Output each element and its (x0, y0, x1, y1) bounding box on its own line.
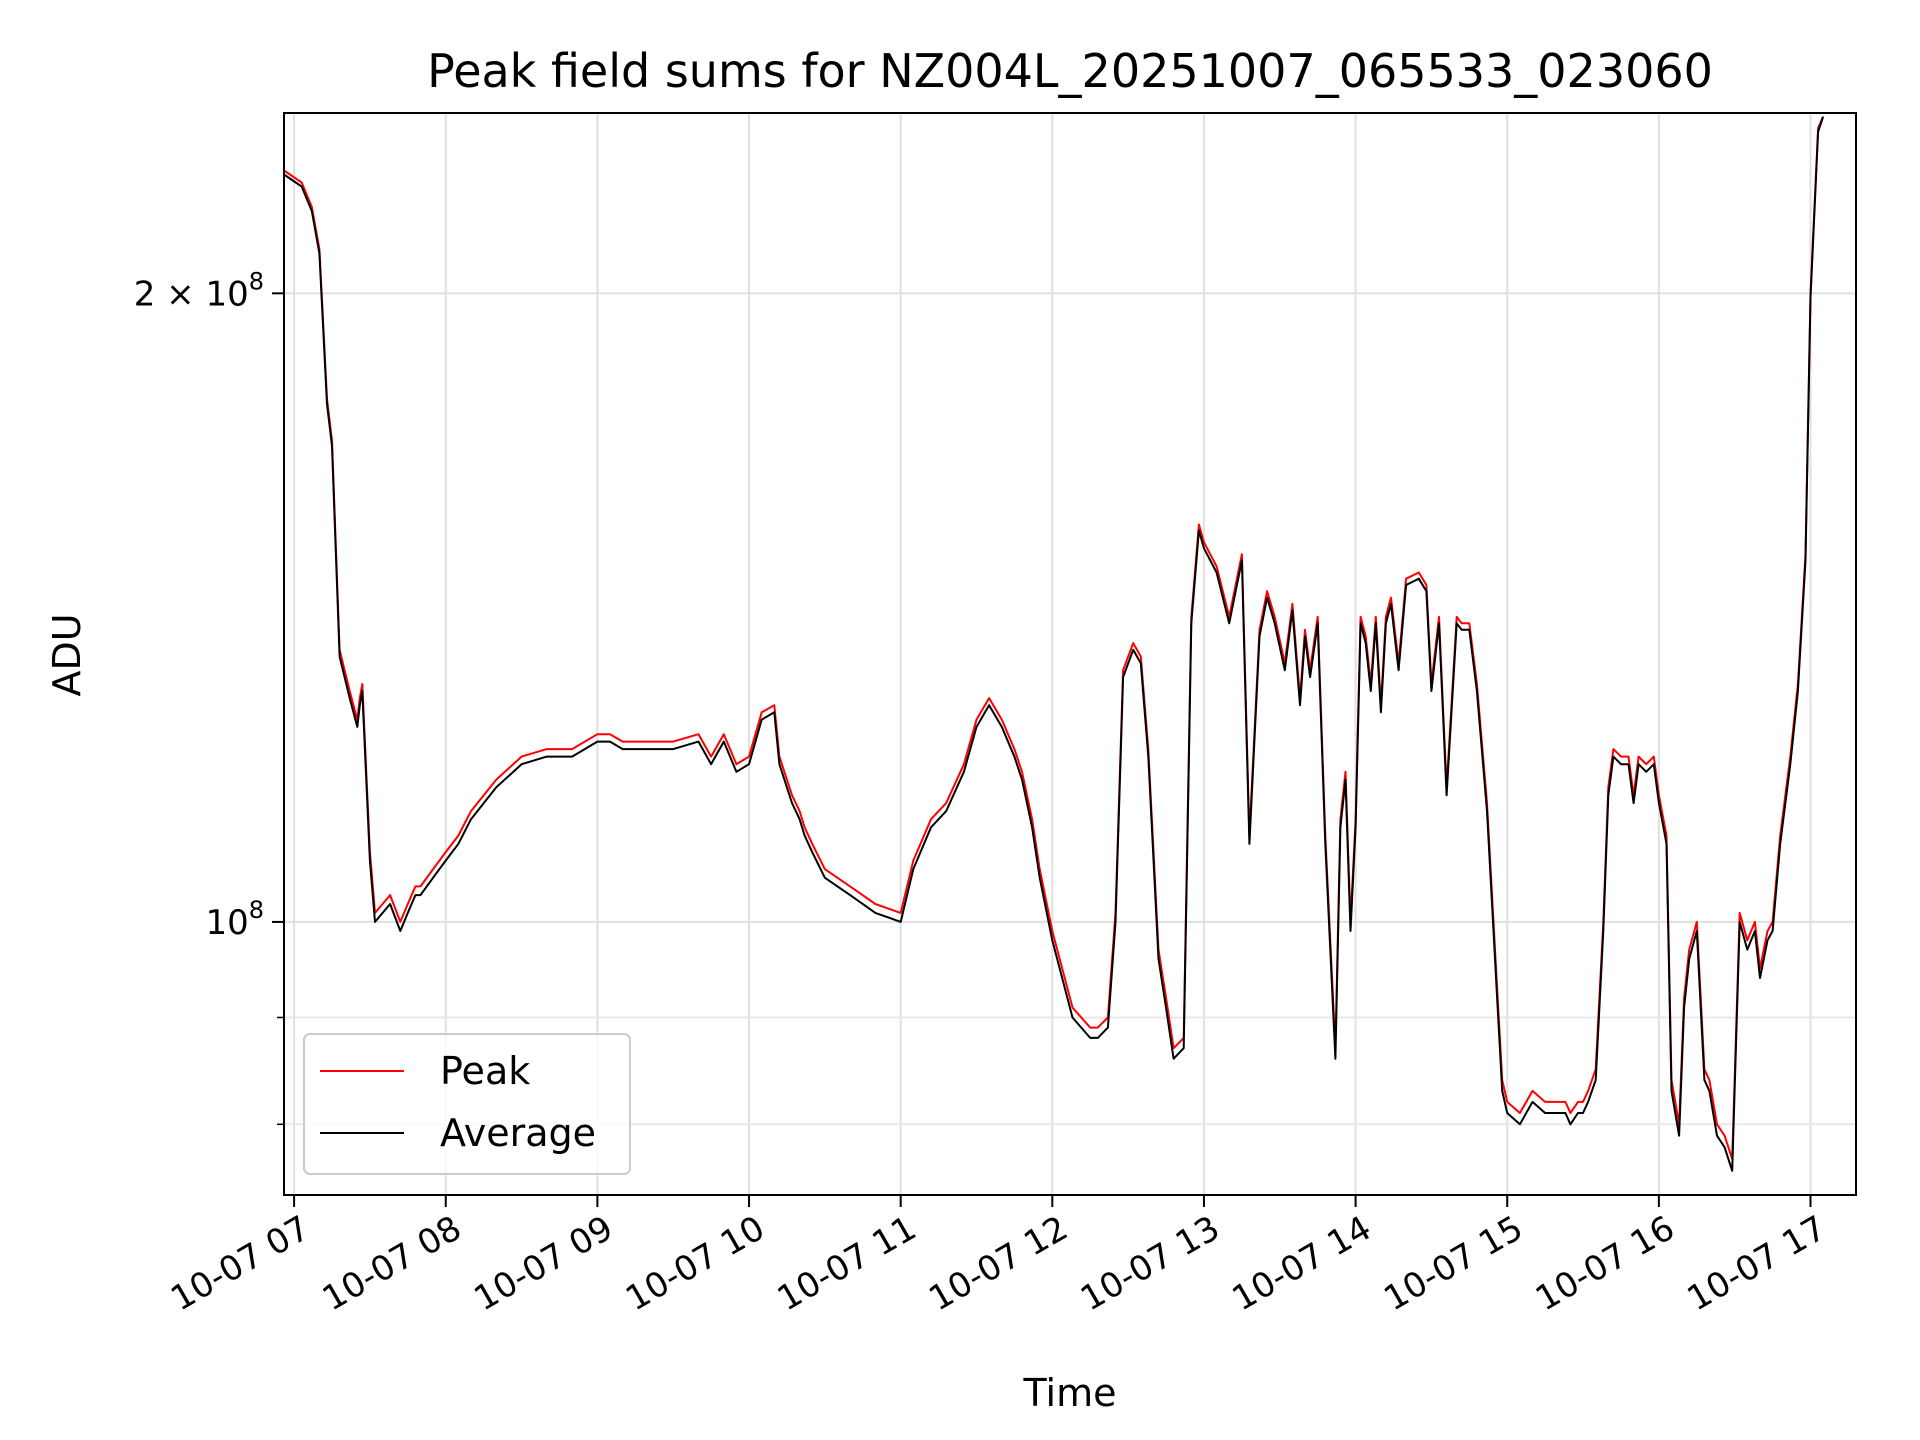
plot-frame (283, 112, 1857, 1196)
y-tick-label-exponent: 8 (249, 896, 264, 924)
y-axis-label: ADU (45, 613, 89, 696)
y-tick-label-base: 2 × 10 (134, 274, 249, 314)
y-tick-label: 2 × 108 (134, 267, 264, 314)
legend-label-average: Average (440, 1111, 596, 1155)
legend: Peak Average (303, 1033, 631, 1175)
legend-label-peak: Peak (440, 1049, 530, 1093)
x-axis-label: Time (1023, 1371, 1117, 1415)
y-tick-label-exponent: 8 (249, 267, 264, 295)
series-layer (283, 116, 1825, 1172)
series-line-average (283, 116, 1825, 1172)
y-tick-label: 108 (205, 896, 264, 943)
chart-title: Peak field sums for NZ004L_20251007_0655… (427, 44, 1713, 98)
legend-box (303, 1033, 631, 1175)
y-tick-label-base: 10 (205, 903, 248, 943)
grid (284, 113, 1856, 1195)
